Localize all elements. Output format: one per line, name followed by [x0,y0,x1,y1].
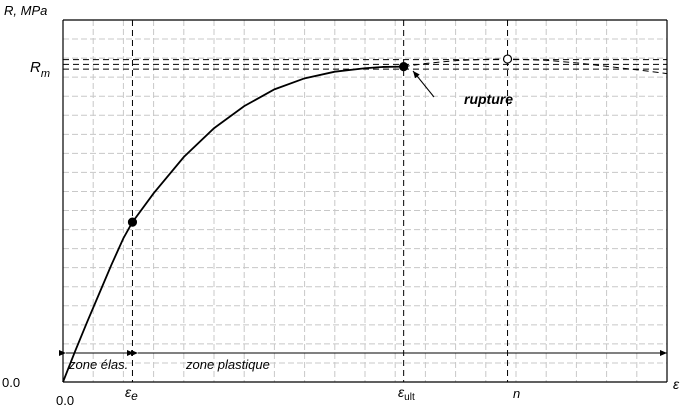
elastic-zone-label: zone élas. [68,357,128,372]
origin-y-label: 0.0 [2,375,20,390]
rupture-arrow [412,70,435,98]
data-point-open [502,54,513,64]
extrapolated-curve [403,58,668,75]
stress-strain-curve [62,65,404,383]
data-point [127,217,138,227]
plastic-zone-label: zone plastique [185,357,270,372]
eps-e-tick-label: εe [125,384,138,403]
eps-ult-tick-label: εult [398,384,415,403]
grid [63,20,667,382]
curves [62,58,668,383]
n-tick-label: n [513,386,520,401]
reference-lines [63,20,667,382]
points [127,54,513,227]
x-axis-label: ε [673,376,680,392]
y-axis-label: R, MPa [4,3,47,18]
data-point [399,62,409,72]
rm-tick-label: Rm [30,59,50,80]
rupture-label: rupture [464,91,513,107]
origin-x-label: 0.0 [56,393,74,408]
